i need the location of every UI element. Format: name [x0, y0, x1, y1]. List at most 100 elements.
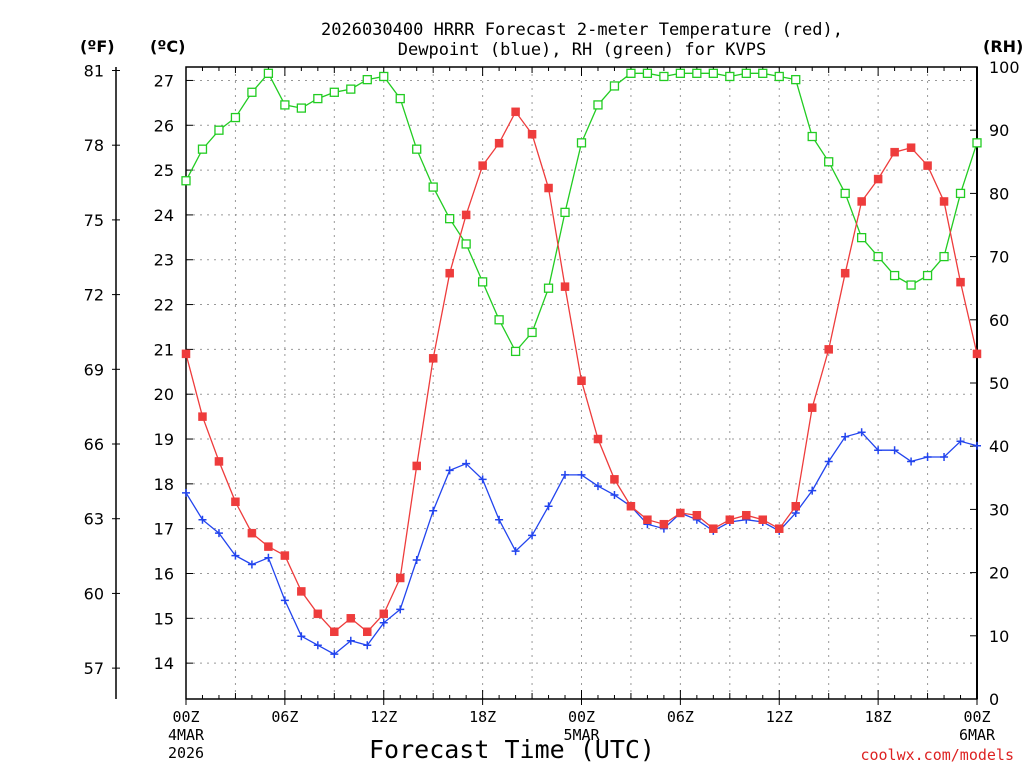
chart-title-line1: 2026030400 HRRR Forecast 2-meter Tempera… — [321, 20, 843, 40]
tick-label-fahrenheit: 75 — [84, 211, 104, 230]
grid-lines — [186, 67, 977, 699]
tick-label-rh: 80 — [989, 184, 1009, 203]
dewpoint-point — [330, 650, 339, 659]
tick-label-celsius: 16 — [154, 564, 174, 583]
x-tick-label: 00Z — [963, 708, 990, 726]
dewpoint-point — [264, 553, 273, 562]
dewpoint-point — [593, 482, 602, 491]
temperature-point — [363, 627, 372, 637]
temperature-point — [610, 475, 619, 484]
tick-label-rh: 0 — [989, 690, 999, 709]
temperature-point — [560, 282, 570, 291]
tick-label-rh: 10 — [989, 627, 1009, 646]
rh-point — [955, 188, 966, 199]
rh-point — [692, 68, 702, 78]
temperature-point — [758, 515, 768, 524]
dewpoint-point — [198, 515, 207, 524]
dewpoint-point — [363, 641, 372, 650]
tick-label-fahrenheit: 72 — [84, 286, 104, 305]
dewpoint-point — [495, 515, 504, 524]
tick-label-fahrenheit: 66 — [84, 435, 104, 454]
dewpoint-point — [396, 605, 405, 614]
rh-point — [428, 182, 438, 192]
temperature-point — [511, 107, 520, 117]
temperature-point — [330, 627, 339, 637]
dewpoint-point — [346, 636, 355, 645]
tick-label-celsius: 19 — [154, 430, 174, 449]
x-date-label: 6MAR — [959, 726, 996, 744]
rh-point — [445, 214, 455, 224]
temperature-point — [643, 515, 652, 524]
tick-label-rh: 30 — [989, 500, 1009, 519]
temperature-point — [659, 519, 669, 529]
temperature-point — [494, 138, 504, 148]
rh-point — [263, 68, 274, 78]
rh-point — [346, 84, 356, 94]
temperature-point — [939, 197, 949, 206]
rh-point — [873, 251, 883, 262]
dewpoint-point — [890, 446, 899, 455]
x-axis-title: Forecast Time (UTC) — [369, 735, 655, 764]
temperature-point — [379, 609, 388, 619]
rh-point — [807, 131, 817, 142]
tick-label-fahrenheit: 81 — [84, 61, 104, 80]
rh-point — [889, 270, 900, 281]
chart-title-line2: Dewpoint (blue), RH (green) for KVPS — [398, 40, 766, 60]
tick-label-celsius: 14 — [154, 654, 174, 673]
temperature-point — [906, 143, 916, 152]
dewpoint-point — [956, 437, 965, 446]
tick-label-fahrenheit: 69 — [84, 360, 104, 379]
rh-point — [922, 270, 933, 281]
rh-point — [741, 68, 751, 78]
unit-label-rh: (RH) — [983, 37, 1023, 56]
rh-point — [774, 71, 784, 82]
x-tick-label: 00Z — [568, 708, 595, 726]
temperature-point — [626, 502, 636, 511]
temperature-point — [709, 524, 718, 533]
temperature-point — [264, 542, 273, 551]
temperature-point — [313, 609, 323, 619]
tick-label-celsius: 15 — [154, 609, 174, 628]
rh-point — [230, 112, 241, 123]
rh-point — [659, 71, 669, 82]
dewpoint-point — [280, 596, 289, 605]
tick-label-celsius: 24 — [154, 206, 174, 225]
dewpoint-point — [940, 452, 949, 461]
rh-point — [329, 87, 339, 97]
rh-point — [642, 68, 653, 78]
temperature-point — [297, 587, 306, 596]
x-tick-label: 12Z — [766, 708, 793, 726]
dewpoint-point — [561, 470, 570, 479]
temperature-point — [873, 174, 883, 184]
x-tick-label: 00Z — [172, 708, 199, 726]
x-year-label: 2026 — [168, 744, 204, 762]
temperature-point — [676, 508, 685, 518]
dewpoint-point — [313, 641, 322, 650]
x-tick-label: 06Z — [271, 708, 298, 726]
temperature-point — [840, 268, 850, 278]
rh-point — [510, 346, 521, 357]
tick-label-celsius: 20 — [154, 385, 174, 404]
rh-point — [824, 157, 834, 167]
rh-point — [593, 100, 603, 110]
rh-point — [543, 283, 554, 293]
rh-point — [197, 144, 208, 154]
temperature-point — [544, 183, 553, 193]
temperature-point — [923, 161, 932, 170]
unit-label-fahrenheit: (ºF) — [80, 37, 115, 56]
tick-label-rh: 90 — [989, 121, 1009, 140]
rh-point — [576, 138, 587, 148]
dewpoint-point — [973, 441, 981, 450]
dewpoint-point — [429, 506, 438, 515]
dewpoint-point — [231, 551, 240, 560]
x-tick-label: 18Z — [865, 708, 892, 726]
tick-label-celsius: 26 — [154, 116, 174, 135]
temperature-point — [956, 277, 965, 287]
temperature-point — [478, 161, 487, 170]
tick-label-rh: 50 — [989, 374, 1009, 393]
dewpoint-point — [182, 488, 190, 497]
rh-point — [840, 188, 850, 199]
dewpoint-point — [610, 491, 619, 500]
tick-label-rh: 40 — [989, 437, 1009, 456]
